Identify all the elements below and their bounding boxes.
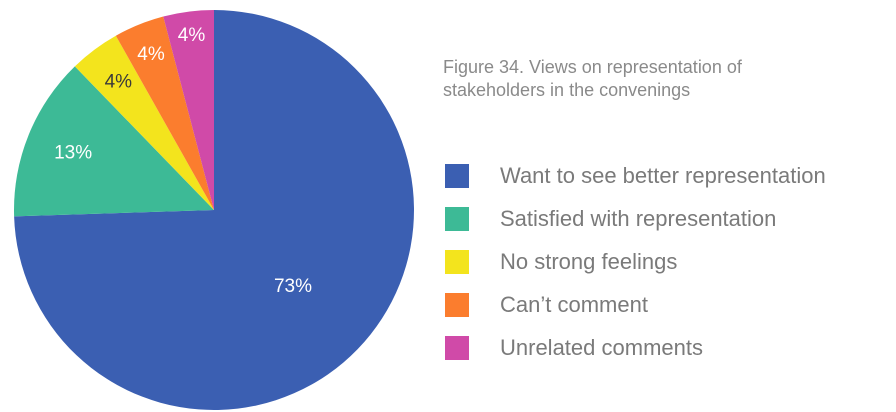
pie-slice-label-2: 13% [54,143,92,164]
legend-swatch-unrelated-comments [445,335,469,360]
legend-label-better-representation: Want to see better representation [500,162,826,188]
legend-label-unrelated-comments: Unrelated comments [500,334,703,360]
legend-swatch-cant-comment [445,292,469,317]
legend-item-unrelated-comments: Unrelated comments [445,326,826,369]
legend-item-satisfied: Satisfied with representation [445,197,826,240]
pie-slice-3 [74,35,214,210]
legend-label-no-strong-feelings: No strong feelings [500,248,678,274]
legend-swatch-satisfied [445,206,469,231]
chart-legend: Want to see better representation Satisf… [445,154,826,369]
legend-item-no-strong-feelings: No strong feelings [445,240,826,283]
figure-caption-line-2: stakeholders in the convenings [443,80,691,100]
pie-slice-label-3: 4% [105,71,133,92]
pie-slice-2 [14,66,214,217]
legend-label-satisfied: Satisfied with representation [500,205,777,231]
pie-slice-5 [163,10,214,210]
legend-item-cant-comment: Can’t comment [445,283,826,326]
pie-slice-label-4: 4% [137,44,165,65]
pie-slice-label-1: 73% [274,276,312,297]
pie-chart: 73%13%4%4%4% [14,10,415,410]
legend-swatch-better-representation [445,163,469,188]
pie-slice-4 [115,16,214,210]
pie-slice-label-5: 4% [178,25,206,46]
figure-caption-line-1: Figure 34. Views on representation of [443,57,742,77]
legend-swatch-no-strong-feelings [445,249,469,274]
pie-slice-1 [14,10,415,410]
legend-item-better-representation: Want to see better representation [445,154,826,197]
figure-caption: Figure 34. Views on representation of st… [443,56,863,102]
legend-label-cant-comment: Can’t comment [500,291,648,317]
